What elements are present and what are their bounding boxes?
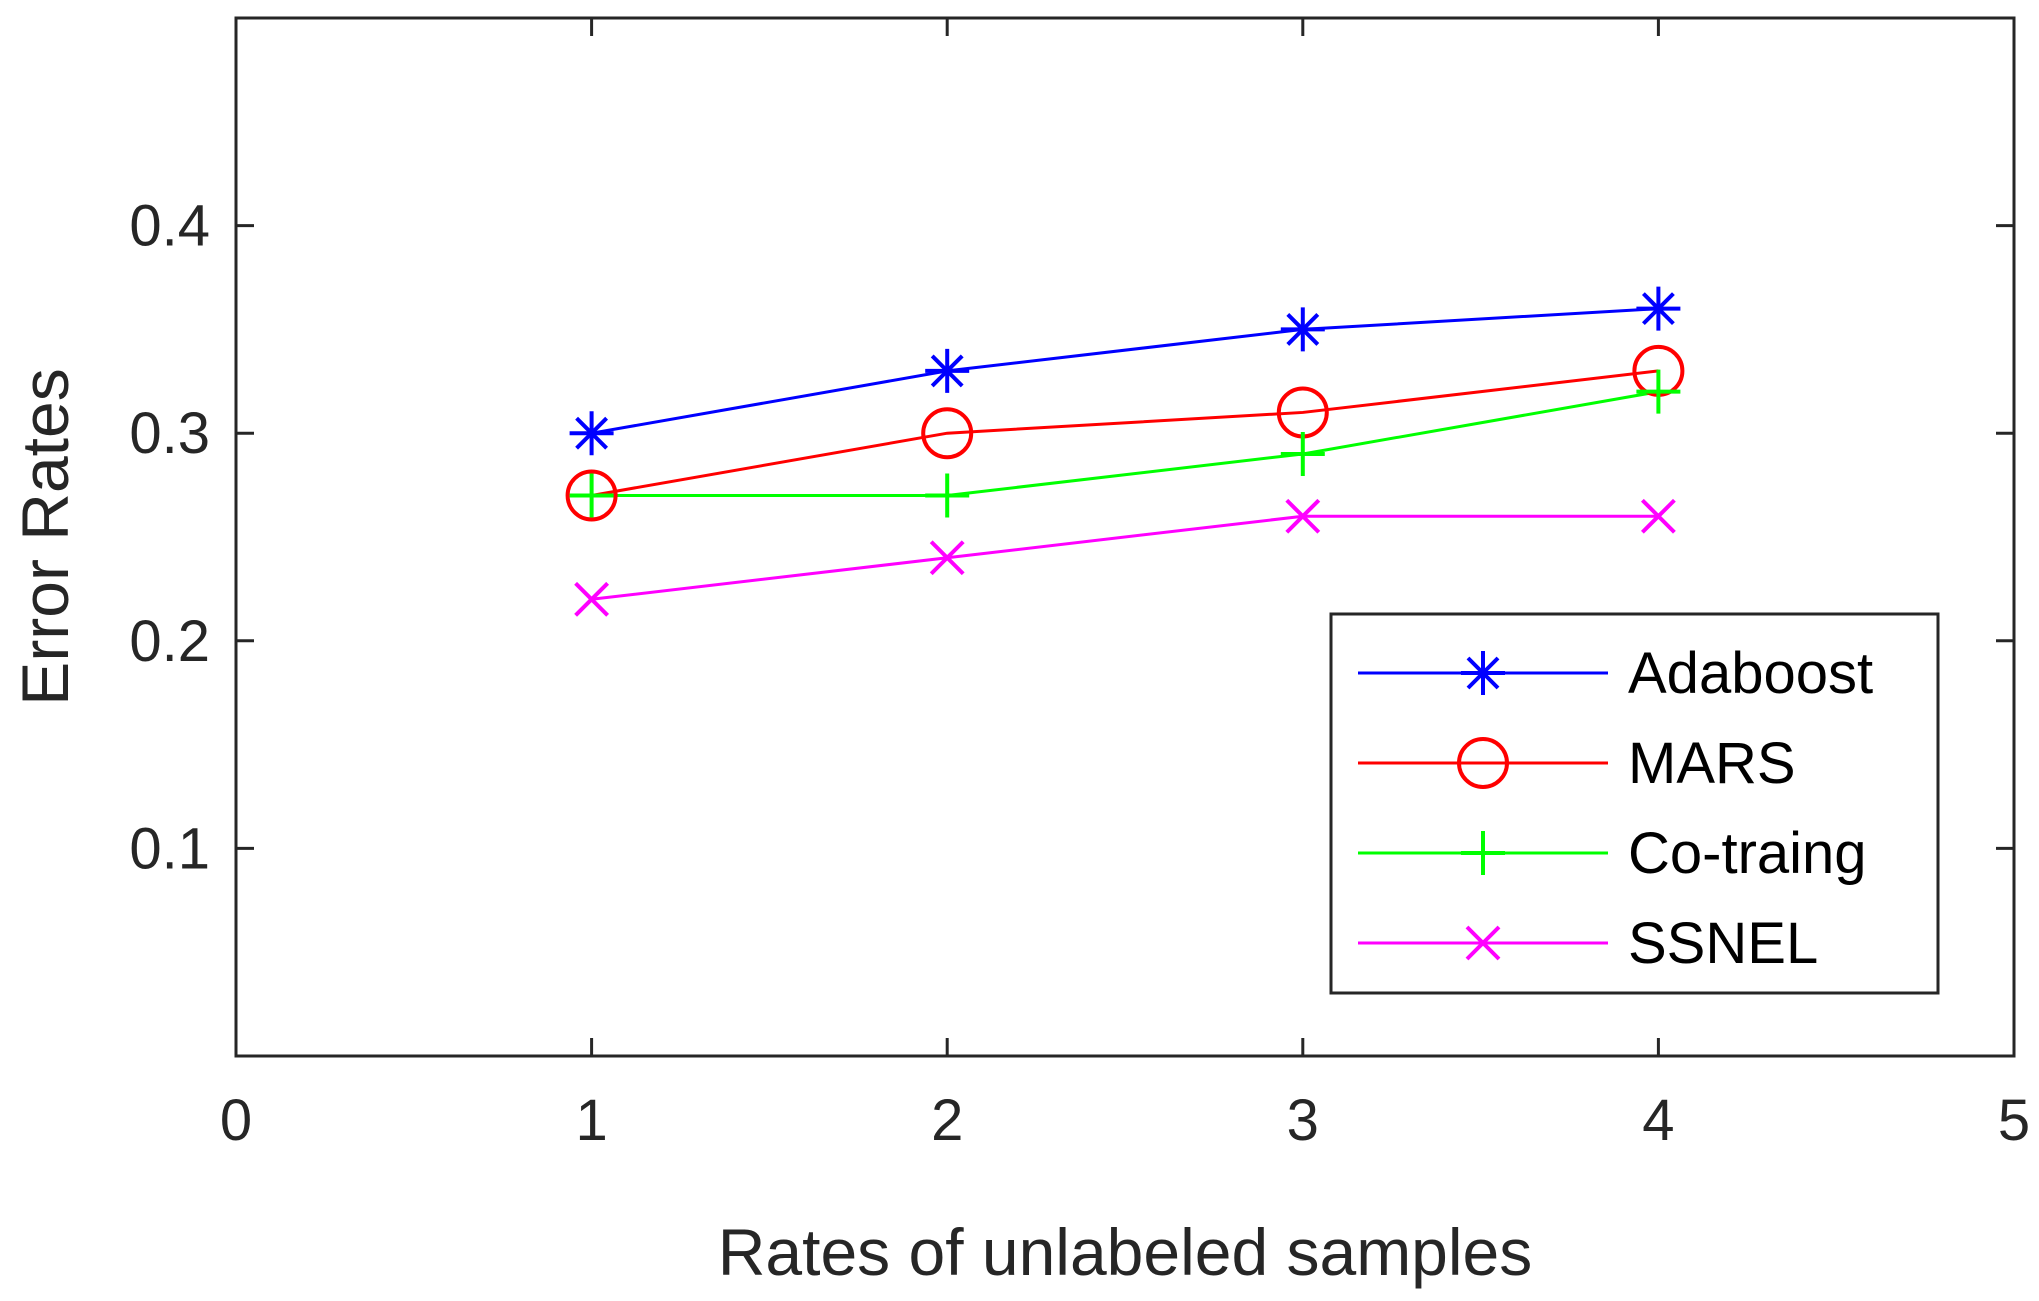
y-tick-label: 0.1 [129, 816, 210, 881]
legend-label: MARS [1628, 731, 1796, 796]
legend-item-mars: MARS [1358, 731, 1796, 796]
data-point-adaboost-1 [569, 411, 614, 456]
legend: Adaboost MARS Co-traing SSNEL [1329, 612, 1940, 995]
data-point-ssnel-2 [929, 540, 965, 576]
legend-item-co-traing: Co-traing [1358, 821, 1867, 886]
data-point-co-traing-1 [569, 473, 614, 518]
series-line-ssnel [591, 514, 1659, 601]
data-point-co-traing-4 [1636, 369, 1681, 414]
x-tick-label: 3 [1287, 1088, 1319, 1153]
plot-area-frame [234, 16, 2016, 1058]
legend-item-adaboost: Adaboost [1358, 641, 1873, 706]
data-point-mars-1 [565, 469, 618, 522]
x-axis-label: Rates of unlabeled samples [718, 1215, 1533, 1289]
y-tick-label: 0.2 [129, 609, 210, 674]
data-point-adaboost-4 [1636, 286, 1681, 331]
y-axis-label: Error Rates [8, 368, 82, 705]
data-point-ssnel-1 [574, 581, 610, 617]
legend-marker-mars [1457, 737, 1509, 789]
data-point-ssnel-3 [1285, 498, 1321, 534]
legend-label: Adaboost [1628, 641, 1873, 706]
legend-marker-ssnel [1465, 925, 1501, 961]
tick-labels: 0 1 2 3 4 5 0.1 0.2 0.3 0.4 [129, 194, 2030, 1153]
data-point-mars-2 [921, 407, 974, 460]
series-line-co-traing [591, 390, 1659, 497]
legend-label: SSNEL [1628, 911, 1818, 976]
data-point-ssnel-4 [1640, 498, 1676, 534]
data-point-co-traing-3 [1280, 431, 1325, 476]
x-tick-label: 4 [1642, 1088, 1674, 1153]
series-line-mars [591, 369, 1659, 497]
x-tick-label: 5 [1998, 1088, 2030, 1153]
data-point-adaboost-3 [1280, 307, 1325, 352]
data-point-adaboost-2 [925, 348, 970, 393]
data-point-co-traing-2 [925, 473, 970, 518]
series-line-adaboost [591, 307, 1659, 435]
legend-marker-adaboost [1461, 651, 1505, 695]
x-tick-label: 0 [220, 1088, 252, 1153]
legend-marker-co-traing [1461, 831, 1505, 875]
legend-item-ssnel: SSNEL [1358, 911, 1818, 976]
legend-box [1329, 612, 1940, 995]
series-markers [565, 286, 1685, 617]
legend-label: Co-traing [1628, 821, 1867, 886]
x-tick-label: 1 [575, 1088, 607, 1153]
y-tick-label: 0.4 [129, 194, 210, 259]
y-tick-label: 0.3 [129, 401, 210, 466]
x-tick-label: 2 [931, 1088, 963, 1153]
series-lines [591, 307, 1659, 601]
